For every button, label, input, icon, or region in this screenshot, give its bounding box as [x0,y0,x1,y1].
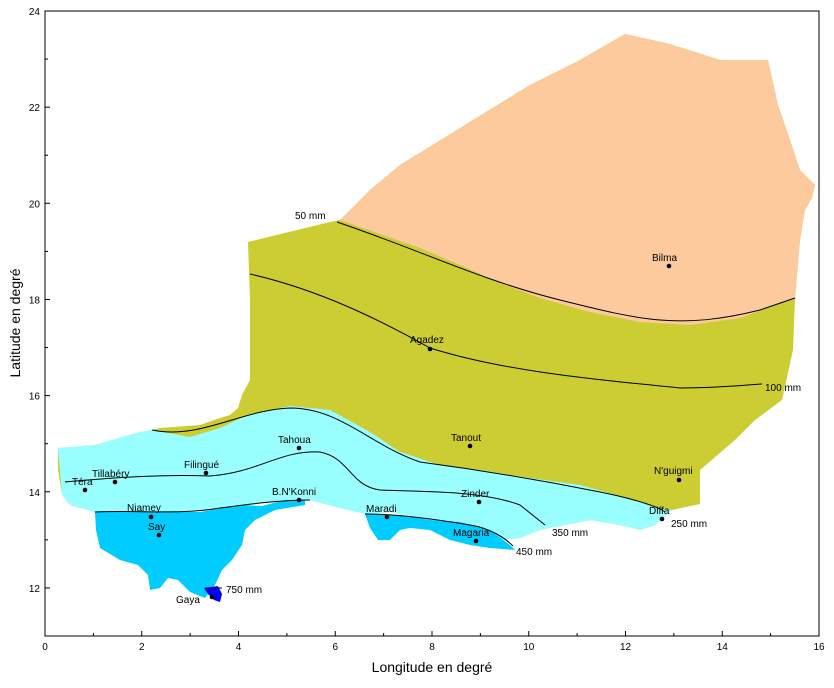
isohyet-350mm [64,451,546,526]
x-tick-label: 12 [620,642,632,653]
city-label: Gaya [176,595,200,606]
city-label: B.N'Konni [272,487,316,498]
x-tick-label: 14 [717,642,729,653]
city-dot [296,445,302,451]
zone-deepcyan-west [95,500,305,598]
city-zinder: Zinder [461,489,490,505]
isohyet-250mm [151,407,666,513]
city-gaya: Gaya [176,594,215,606]
x-axis-title: Longitude en degré [372,659,493,675]
city-bilma: Bilma [652,253,677,269]
isohyet-label-50mm: 50 mm [295,211,326,222]
city-dot [156,532,162,538]
x-tick-label: 0 [42,642,48,653]
city-label: Filingué [184,460,219,471]
city-label: Magaria [453,528,490,539]
isohyet-label-250mm: 250 mm [671,519,707,530]
isohyet-label-100mm: 100 mm [765,383,801,394]
city-label: Niamey [127,503,161,514]
isohyet-labels: 50 mm 100 mm 250 mm 350 mm 450 mm 750 mm [226,211,801,596]
city-bnkonni: B.N'Konni [272,487,316,503]
city-maradi: Maradi [366,504,397,520]
isohyet-450mm [94,499,514,547]
city-label: Bilma [652,253,677,264]
city-label: N'guigmi [654,466,693,477]
city-label: Zinder [461,489,490,500]
city-tera: Téra [72,477,93,493]
city-niamey: Niamey [127,503,161,520]
city-tanout: Tanout [451,433,481,449]
y-tick-label: 22 [29,103,41,114]
y-tick-label: 18 [29,295,41,306]
x-tick-label: 10 [523,642,535,653]
city-dot [666,263,672,269]
city-nguigmi: N'guigmi [654,466,693,483]
y-tick-label: 16 [29,392,41,403]
city-tillabery: Tillabéry [92,469,129,485]
isohyet-label-450mm: 450 mm [516,547,552,558]
city-dot [112,479,118,485]
y-tick-label: 24 [29,7,41,18]
city-tahoua: Tahoua [278,435,311,451]
city-dot [203,470,209,476]
city-say: Say [148,522,165,538]
city-dot [209,594,215,600]
x-axis-ticks: 0 2 4 6 8 10 12 14 16 [42,631,825,653]
x-tick-label: 8 [429,642,435,653]
x-tick-label: 16 [813,642,825,653]
city-dot [82,487,88,493]
city-dot [659,516,665,522]
y-tick-label: 20 [29,199,41,210]
zone-cyan [58,406,672,540]
city-dot [296,497,302,503]
city-label: Agadez [410,335,444,346]
isohyet-label-350mm: 350 mm [552,528,588,539]
y-tick-label: 14 [29,488,41,499]
city-label: Tillabéry [92,469,129,480]
city-dot [473,538,479,544]
x-tick-label: 4 [236,642,242,653]
city-dot [676,477,682,483]
zone-blue [204,586,222,602]
city-markers: Bilma Agadez Tahoua Tanout N'guigmi Fili… [72,253,693,606]
city-label: Diffa [649,506,670,517]
city-label: Maradi [366,504,397,515]
y-axis-title: Latitude en degré [7,268,23,377]
city-label: Téra [72,477,93,488]
city-dot [427,346,433,352]
city-dot [476,499,482,505]
isohyet-100mm [249,273,763,389]
y-tick-label: 12 [29,584,41,595]
y-axis-ticks: 12 14 16 18 20 22 24 [29,7,50,595]
isohyet-50mm [336,221,796,322]
city-magaria: Magaria [453,528,490,544]
city-label: Tahoua [278,435,311,446]
x-tick-label: 2 [139,642,145,653]
city-label: Say [148,522,165,533]
isohyet-lines [64,221,796,589]
isohyet-label-750mm: 750 mm [226,585,262,596]
city-dot [384,514,390,520]
city-filingue: Filingué [184,460,219,476]
city-diffa: Diffa [649,506,670,522]
zone-peach [340,34,815,325]
rainfall-zones [58,34,815,602]
city-agadez: Agadez [410,335,444,352]
x-tick-label: 6 [332,642,338,653]
city-dot [467,443,473,449]
city-dot [148,514,154,520]
city-label: Tanout [451,433,481,444]
